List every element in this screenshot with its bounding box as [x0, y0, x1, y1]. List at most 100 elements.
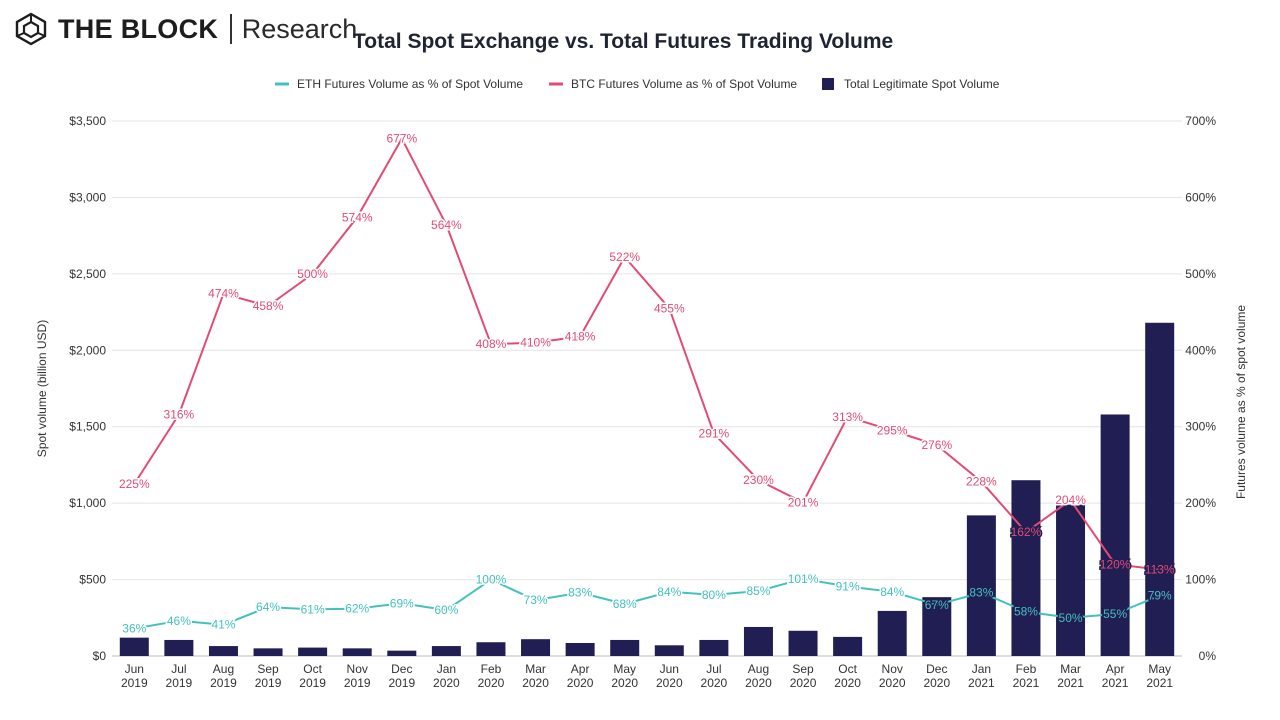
eth-data-label: 73% — [524, 593, 548, 607]
eth-data-label: 68% — [613, 597, 637, 611]
x-tick-label: May 2021 — [1146, 662, 1173, 690]
x-tick-label: Nov 2020 — [879, 662, 906, 690]
btc-data-label: 564% — [431, 218, 462, 232]
spot-volume-bar — [1056, 504, 1086, 656]
btc-data-label: 162% — [1011, 525, 1042, 539]
eth-data-label: 58% — [1014, 605, 1038, 619]
y-tick-label: $3,500 — [69, 114, 106, 128]
eth-data-label: 84% — [657, 585, 681, 599]
brand-divider — [230, 14, 232, 44]
y-tick-label: $1,000 — [69, 496, 106, 510]
spot-volume-bar — [119, 637, 149, 656]
y-tick-label: $0 — [93, 649, 107, 663]
btc-data-label: 522% — [609, 250, 640, 264]
btc-data-label: 500% — [297, 267, 328, 281]
eth-data-label: 83% — [568, 586, 592, 600]
brand-logo: THE BLOCK Research — [14, 10, 357, 48]
x-tick-label: Dec 2019 — [388, 662, 415, 690]
spot-volume-bar — [298, 647, 328, 656]
btc-data-label: 228% — [966, 475, 997, 489]
eth-data-label: 64% — [256, 600, 280, 614]
x-tick-label: Mar 2020 — [522, 662, 549, 690]
btc-data-label: 677% — [386, 132, 417, 146]
btc-data-label: 408% — [476, 337, 507, 351]
eth-data-label: 79% — [1148, 589, 1172, 603]
y-axis-title: Spot volume (billion USD) — [35, 320, 49, 457]
spot-volume-bar — [743, 626, 773, 656]
x-tick-label: Jan 2021 — [968, 662, 995, 690]
y-tick-label: $3,000 — [69, 190, 106, 204]
eth-data-label: 85% — [746, 584, 770, 598]
btc-data-label: 204% — [1055, 493, 1086, 507]
btc-data-label: 225% — [119, 477, 150, 491]
spot-volume-bar — [1011, 480, 1041, 656]
spot-volume-bar — [431, 646, 461, 656]
y-right-tick-label: 200% — [1185, 496, 1216, 510]
eth-futures-line — [134, 577, 1161, 630]
btc-data-label: 113% — [1145, 563, 1175, 577]
chart-title: Total Spot Exchange vs. Total Futures Tr… — [353, 30, 894, 53]
spot-volume-bar — [164, 639, 194, 656]
eth-data-label: 36% — [122, 621, 146, 635]
x-tick-label: May 2020 — [611, 662, 638, 690]
eth-data-label: 84% — [880, 585, 904, 599]
btc-data-label: 316% — [164, 407, 195, 421]
x-tick-label: Jul 2020 — [701, 662, 728, 690]
x-tick-label: Oct 2020 — [834, 662, 861, 690]
x-tick-label: Sep 2020 — [790, 662, 817, 690]
btc-data-label: 455% — [654, 301, 685, 315]
y-right-tick-label: 700% — [1185, 114, 1216, 128]
spot-volume-bar — [342, 648, 372, 656]
btc-data-label: 120% — [1100, 557, 1131, 571]
x-tick-label: Dec 2020 — [923, 662, 950, 690]
eth-data-label: 67% — [925, 598, 949, 612]
x-tick-label: Aug 2019 — [210, 662, 237, 690]
x-tick-label: Aug 2020 — [745, 662, 772, 690]
x-tick-label: Nov 2019 — [344, 662, 371, 690]
spot-volume-bar — [565, 643, 595, 656]
x-tick-label: Sep 2019 — [255, 662, 282, 690]
eth-data-label: 100% — [476, 573, 507, 587]
y-right-tick-label: 100% — [1185, 573, 1216, 587]
spot-volume-bar — [966, 515, 996, 656]
spot-volume-bar — [922, 597, 952, 656]
y-tick-label: $2,000 — [69, 343, 106, 357]
eth-data-label: 55% — [1103, 607, 1127, 621]
y-right-tick-label: 300% — [1185, 420, 1216, 434]
eth-data-label: 80% — [702, 588, 726, 602]
x-tick-label: Jul 2019 — [166, 662, 193, 690]
brand-name: THE BLOCK — [58, 13, 219, 44]
eth-data-label: 62% — [345, 602, 369, 616]
spot-volume-bar — [699, 639, 729, 656]
legend-item: Total Legitimate Spot Volume — [844, 77, 1000, 91]
y-tick-label: $1,500 — [69, 420, 106, 434]
spot-volume-bar — [833, 636, 863, 656]
spot-volume-bar — [521, 639, 551, 656]
spot-volume-bar — [877, 610, 907, 656]
y-tick-label: $2,500 — [69, 267, 106, 281]
btc-data-label: 410% — [520, 336, 551, 350]
btc-data-label: 201% — [788, 495, 819, 509]
x-tick-label: Apr 2021 — [1102, 662, 1129, 690]
eth-data-label: 83% — [969, 586, 993, 600]
spot-volume-bar — [788, 630, 818, 656]
legend-swatch — [822, 78, 834, 90]
x-tick-label: Jun 2020 — [656, 662, 683, 690]
cube-icon — [15, 12, 47, 46]
y-right-tick-label: 400% — [1185, 343, 1216, 357]
y-right-tick-label: 0% — [1199, 649, 1217, 663]
brand-subtitle: Research — [241, 13, 358, 44]
eth-data-label: 91% — [836, 579, 860, 593]
x-tick-label: Oct 2019 — [299, 662, 326, 690]
spot-volume-bar — [387, 650, 417, 656]
btc-data-label: 313% — [832, 410, 863, 424]
spot-volume-bar — [1145, 322, 1175, 656]
x-tick-label: Jan 2020 — [433, 662, 460, 690]
y-tick-label: $500 — [79, 573, 106, 587]
x-tick-label: Feb 2021 — [1013, 662, 1040, 690]
spot-volume-bar — [476, 642, 506, 656]
btc-data-label: 458% — [253, 299, 284, 313]
btc-futures-line — [133, 137, 1160, 571]
legend-item: ETH Futures Volume as % of Spot Volume — [297, 77, 523, 91]
